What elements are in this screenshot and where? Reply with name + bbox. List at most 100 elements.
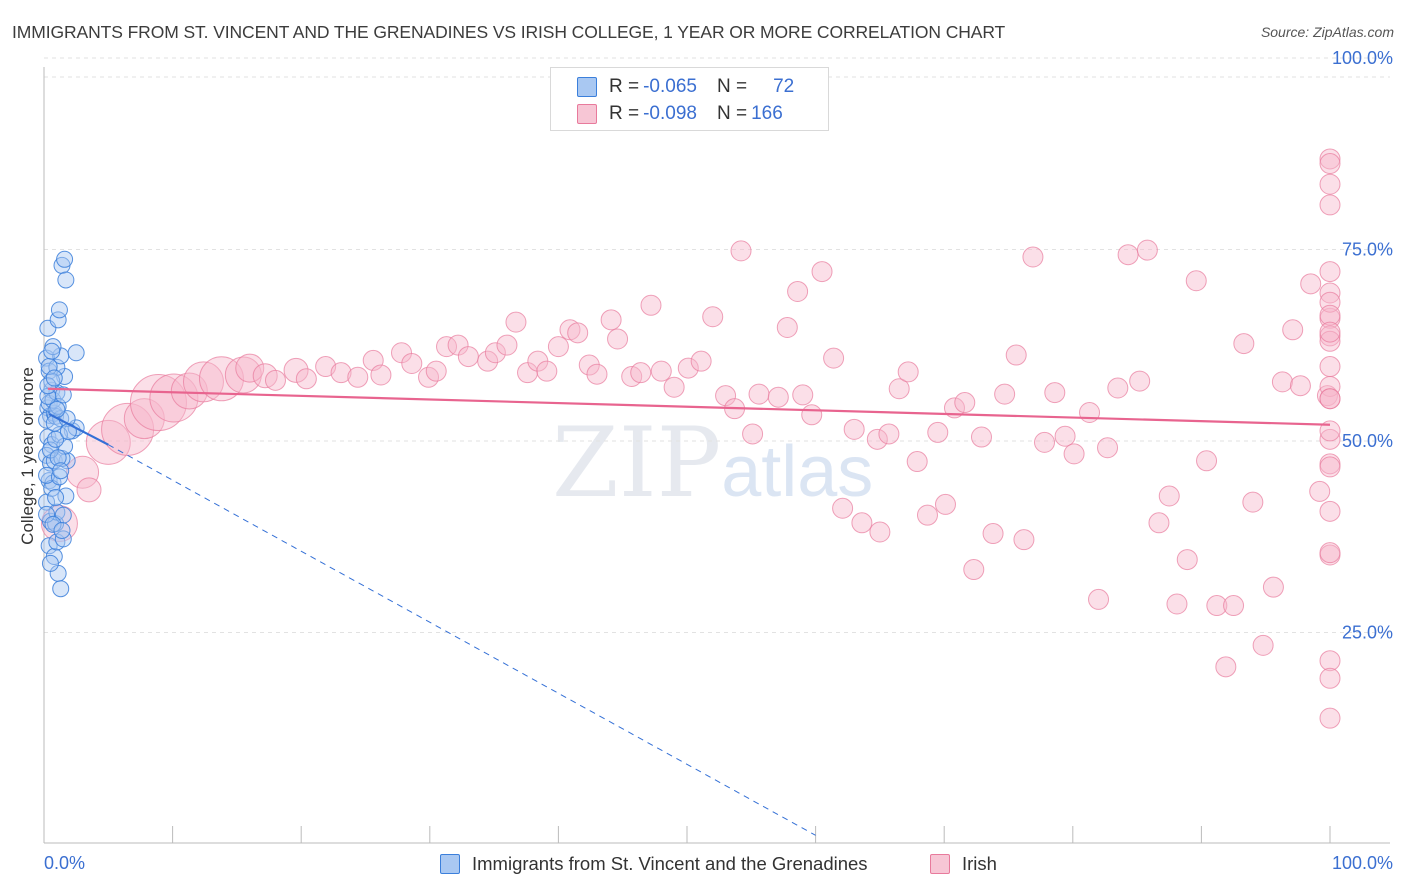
immigrants-point — [54, 530, 72, 548]
immigrants-point — [50, 468, 68, 486]
legend-item-irish: Irish — [930, 852, 997, 876]
immigrants-point — [56, 250, 74, 268]
irish-point — [1319, 388, 1341, 410]
irish-point — [401, 352, 423, 374]
irish-point — [1319, 650, 1341, 672]
irish-point — [330, 362, 352, 384]
r-label: R = — [609, 103, 640, 124]
chart-title: IMMIGRANTS FROM ST. VINCENT AND THE GREN… — [12, 22, 1006, 42]
irish-point — [730, 240, 752, 262]
immigrants-point — [50, 301, 68, 319]
irish-point — [1262, 576, 1284, 598]
irish-point — [677, 357, 699, 379]
irish-point — [477, 350, 499, 372]
irish-point — [927, 421, 949, 443]
immigrants-point — [45, 369, 63, 387]
irish-point — [170, 372, 208, 410]
irish-point — [1117, 244, 1139, 266]
legend-label-irish: Irish — [962, 853, 997, 874]
n-value: 72 — [773, 76, 795, 97]
irish-point — [1300, 273, 1322, 295]
irish-point — [1206, 595, 1228, 617]
irish-point — [1319, 420, 1341, 442]
n-value: 166 — [751, 103, 783, 124]
irish-point — [640, 294, 662, 316]
irish-point — [1097, 437, 1119, 459]
irish-point — [906, 451, 928, 473]
irish-point — [1319, 173, 1341, 195]
irish-point — [224, 356, 262, 394]
x-tick-label: 0.0% — [44, 853, 85, 873]
r-value: -0.098 — [643, 103, 697, 124]
irish-point — [578, 354, 600, 376]
irish-point — [1271, 371, 1293, 393]
irish-point — [1233, 333, 1255, 355]
irish-point — [505, 311, 527, 333]
irish-point — [1319, 282, 1341, 304]
irish-point — [283, 357, 309, 383]
pink-swatch-icon — [930, 854, 950, 874]
irish-point — [129, 374, 187, 432]
irish-point — [1034, 431, 1056, 453]
irish-point — [567, 322, 589, 344]
irish-point — [715, 385, 737, 407]
immigrants-point — [47, 430, 65, 448]
irish-point — [1319, 456, 1341, 478]
stats-legend-row-pink: R = -0.098 N = 166 — [577, 101, 783, 127]
irish-point — [536, 360, 558, 382]
irish-point — [1013, 529, 1035, 551]
irish-point — [600, 309, 622, 331]
irish-point — [792, 384, 814, 406]
irish-trend-line — [47, 387, 1331, 426]
irish-point — [1107, 377, 1129, 399]
irish-point — [1005, 344, 1027, 366]
stats-legend-row-blue: R = -0.065 N = 72 — [577, 74, 794, 100]
irish-point — [1242, 491, 1264, 513]
irish-point — [1088, 588, 1110, 610]
irish-point — [630, 362, 652, 384]
irish-point — [586, 363, 608, 385]
irish-point — [1319, 707, 1341, 729]
irish-point — [954, 392, 976, 414]
immigrants-point — [52, 580, 70, 598]
blue-swatch-icon — [440, 854, 460, 874]
irish-point — [1309, 480, 1331, 502]
irish-point — [1319, 148, 1341, 170]
irish-point — [776, 316, 798, 338]
irish-point — [123, 398, 165, 440]
irish-point — [1319, 321, 1341, 343]
irish-point — [823, 347, 845, 369]
irish-point — [888, 378, 910, 400]
irish-point — [1319, 356, 1341, 378]
irish-point — [1129, 370, 1151, 392]
irish-point — [1044, 382, 1066, 404]
watermark: ZIPatlas — [552, 407, 873, 519]
irish-point — [866, 428, 888, 450]
irish-point — [767, 386, 789, 408]
immigrants-point — [52, 462, 70, 480]
irish-point — [295, 368, 317, 390]
irish-point — [916, 504, 938, 526]
irish-point — [787, 280, 809, 302]
irish-point — [85, 419, 131, 465]
irish-point — [1319, 428, 1341, 450]
irish-point — [235, 353, 265, 383]
irish-point — [436, 336, 458, 358]
immigrants-point — [67, 344, 85, 362]
blue-swatch-icon — [577, 77, 597, 97]
immigrants-trend-extension — [108, 444, 816, 836]
r-value: -0.065 — [643, 76, 697, 97]
irish-point — [264, 369, 286, 391]
irish-point — [547, 336, 569, 358]
immigrants-point — [43, 342, 61, 360]
irish-point — [663, 376, 685, 398]
irish-point — [1289, 375, 1311, 397]
y-tick-label: 50.0% — [1342, 431, 1393, 451]
irish-point — [1319, 542, 1341, 564]
y-tick-label: 75.0% — [1342, 240, 1393, 260]
immigrants-point — [44, 515, 62, 533]
irish-point — [76, 477, 102, 503]
irish-point — [869, 521, 891, 543]
immigrants-point — [41, 554, 59, 572]
